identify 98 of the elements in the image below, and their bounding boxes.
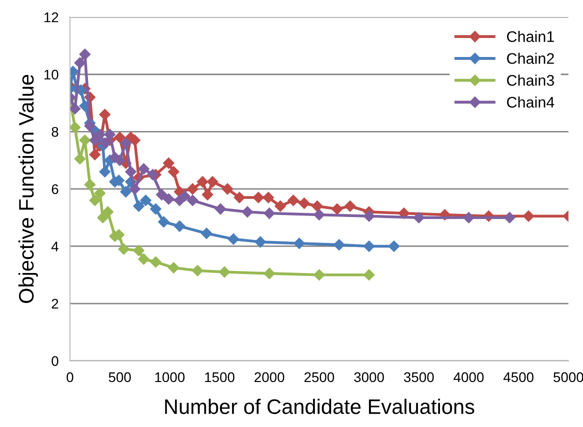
- x-tick-label: 3000: [354, 372, 384, 382]
- point: [334, 239, 345, 250]
- y-tick-label: 4: [51, 242, 58, 252]
- point: [99, 166, 110, 178]
- y-tick-label: 0: [52, 356, 58, 366]
- point: [314, 209, 325, 220]
- legend-label: Chain2: [507, 52, 554, 64]
- point: [522, 210, 534, 222]
- point: [186, 183, 198, 195]
- point: [363, 269, 375, 280]
- y-tick-label: 6: [52, 184, 58, 194]
- point: [363, 210, 375, 222]
- point: [158, 216, 170, 228]
- legend-label: Chain3: [507, 74, 554, 86]
- point: [120, 186, 132, 198]
- x-tick-label: 5000: [554, 372, 583, 382]
- point: [222, 183, 234, 195]
- point: [114, 132, 126, 143]
- point: [298, 198, 310, 209]
- y-tick-label: 8: [52, 126, 58, 137]
- legend-label: Chain4: [507, 96, 554, 108]
- x-tick-label: 2000: [254, 372, 284, 382]
- point: [228, 233, 240, 245]
- y-tick-label: 12: [44, 12, 58, 22]
- point: [70, 122, 81, 133]
- point: [214, 203, 226, 215]
- point: [163, 158, 174, 169]
- point: [79, 48, 91, 60]
- point: [179, 190, 190, 202]
- point: [114, 154, 126, 166]
- y-tick-label: 2: [52, 298, 58, 309]
- point: [312, 200, 323, 212]
- x-tick-label: 4500: [503, 372, 534, 382]
- point: [262, 192, 274, 204]
- point: [242, 206, 254, 218]
- point: [147, 169, 158, 180]
- point: [140, 194, 152, 206]
- point: [332, 203, 343, 215]
- point: [463, 212, 474, 224]
- point: [168, 262, 180, 274]
- y-axis-title: Objective Function Value: [18, 74, 38, 303]
- point: [200, 228, 212, 239]
- x-tick-label: 1000: [155, 372, 185, 382]
- x-tick-label: 2500: [304, 372, 334, 382]
- point: [150, 256, 162, 268]
- point: [206, 176, 218, 188]
- point: [363, 240, 375, 252]
- point: [413, 212, 424, 224]
- point: [163, 193, 174, 205]
- point: [94, 188, 106, 199]
- point: [99, 138, 110, 149]
- x-tick-label: 0: [66, 372, 74, 382]
- point: [264, 268, 275, 280]
- point: [102, 206, 114, 218]
- point: [156, 189, 168, 200]
- point: [254, 236, 266, 248]
- point: [104, 128, 116, 140]
- legend-label: Chain1: [507, 30, 554, 42]
- point: [174, 220, 186, 232]
- point: [133, 244, 144, 256]
- point: [133, 200, 144, 212]
- point: [192, 264, 204, 276]
- point: [74, 57, 86, 69]
- point: [186, 194, 198, 206]
- point: [150, 203, 162, 215]
- x-tick-label: 3500: [404, 372, 434, 382]
- point: [218, 266, 230, 278]
- point: [288, 194, 299, 206]
- point: [196, 176, 208, 188]
- point: [252, 192, 264, 204]
- point: [138, 163, 150, 174]
- point: [94, 128, 106, 140]
- point: [234, 192, 246, 204]
- point: [125, 166, 136, 178]
- point: [129, 183, 140, 195]
- y-tick-label: 10: [44, 70, 58, 80]
- point: [274, 200, 286, 212]
- point: [138, 254, 150, 265]
- x-axis-title: Number of Candidate Evaluations: [165, 398, 474, 414]
- x-tick-label: 1500: [205, 372, 234, 382]
- point: [84, 179, 96, 190]
- point: [202, 189, 214, 200]
- point: [70, 103, 81, 114]
- point: [84, 120, 96, 132]
- point: [314, 269, 325, 280]
- x-tick-label: 500: [108, 372, 131, 382]
- point: [504, 212, 516, 224]
- point: [118, 243, 130, 255]
- point: [89, 194, 100, 206]
- point: [79, 134, 91, 146]
- point: [89, 148, 100, 160]
- point: [388, 240, 400, 252]
- point: [344, 200, 356, 212]
- x-tick-label: 4000: [454, 372, 484, 382]
- point: [168, 166, 180, 178]
- point: [294, 238, 305, 249]
- point: [264, 208, 275, 219]
- point: [89, 134, 100, 146]
